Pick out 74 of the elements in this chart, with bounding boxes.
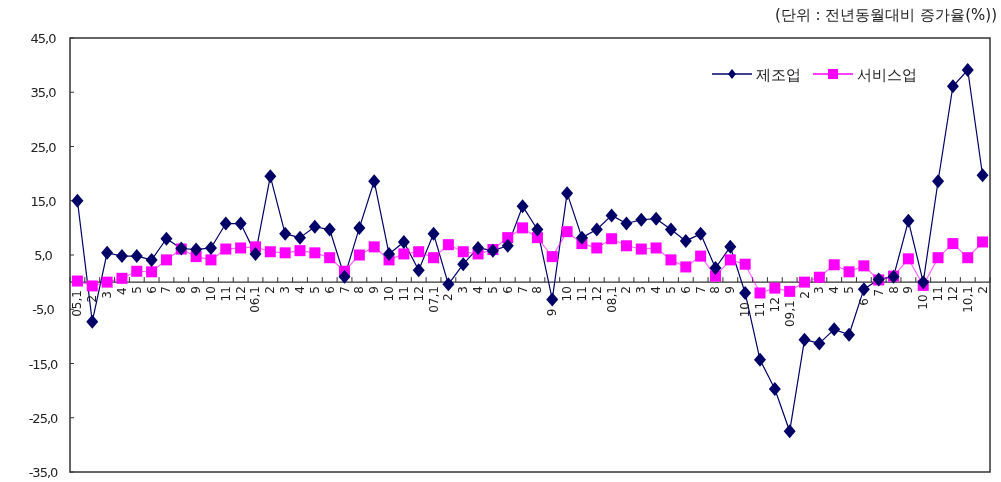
y-tick-label: -15,0: [28, 356, 59, 372]
x-tick-label: 10: [203, 286, 218, 302]
x-tick-label: 4: [649, 286, 664, 294]
x-tick-label: 08,1: [604, 286, 619, 313]
x-tick-label: 7: [515, 286, 530, 294]
x-tick-label: 6: [678, 286, 693, 294]
x-tick-label: 12: [589, 286, 604, 302]
x-tick-label: 8: [708, 286, 723, 294]
x-tick-label: 2: [619, 286, 634, 294]
x-tick-label: 8: [886, 286, 901, 294]
x-tick-label: 12: [945, 286, 960, 302]
x-tick-label: 3: [100, 291, 115, 299]
x-tick-label: 2: [975, 286, 990, 294]
x-tick-label: 2: [85, 294, 100, 303]
x-tick-label: 11: [574, 286, 589, 302]
x-tick-label: 7: [871, 288, 886, 297]
y-tick-label: -5,0: [32, 302, 55, 318]
legend-label: 제조업: [756, 66, 801, 84]
x-tick-label: 09,1: [782, 300, 797, 328]
x-tick-label: 6: [322, 286, 337, 294]
x-tick-label: 5: [842, 286, 857, 294]
x-tick-label: 7: [159, 286, 174, 294]
x-tick-label: 3: [278, 286, 293, 294]
x-tick-label: 10,1: [960, 286, 975, 313]
x-tick-label: 11: [218, 286, 233, 302]
x-tick-label: 10: [738, 301, 753, 318]
x-tick-label: 5: [663, 286, 678, 294]
x-tick-label: 12: [767, 297, 782, 313]
x-tick-label: 11: [753, 301, 767, 318]
x-tick-label: 05,1: [70, 290, 85, 317]
x-tick-label: 9: [901, 286, 916, 294]
x-tick-label: 4: [471, 286, 486, 294]
x-tick-label: 3: [456, 286, 471, 294]
x-tick-label: 5: [129, 286, 144, 294]
text: (단위 : 전년동월대비 증가율(%)): [774, 6, 997, 24]
legend-label: 서비스업: [857, 66, 917, 84]
x-tick-label: 6: [856, 298, 871, 306]
x-tick-label: 12: [411, 286, 426, 302]
x-tick-label: 6: [144, 286, 159, 294]
x-tick-label: 3: [634, 286, 649, 294]
y-tick-label: 45,0: [30, 31, 57, 46]
x-tick-label: 9: [189, 286, 204, 294]
y-tick-label: 25,0: [30, 139, 57, 155]
x-tick-label: 4: [827, 286, 842, 294]
x-tick-label: 07,1: [426, 286, 441, 313]
x-tick-label: 9: [367, 286, 382, 294]
x-tick-label: 11: [931, 286, 946, 302]
x-tick-label: 8: [530, 286, 545, 294]
x-tick-label: 9: [723, 286, 738, 294]
x-tick-label: 3: [812, 286, 827, 294]
x-tick-label: 10: [382, 286, 397, 302]
x-tick-label: 5: [307, 286, 322, 294]
x-tick-label: 4: [293, 286, 307, 294]
x-tick-label: 8: [174, 286, 189, 294]
x-tick-label: 4: [114, 287, 129, 295]
x-tick-label: 7: [693, 286, 708, 294]
x-tick-label: 7: [337, 286, 352, 294]
x-tick-label: 11: [396, 286, 411, 302]
x-tick-label: 12: [233, 286, 248, 302]
x-tick-label: 9: [545, 308, 560, 317]
y-tick-label: -35,0: [28, 465, 59, 480]
x-tick-label: 5: [485, 286, 500, 294]
y-tick-label: 5,0: [34, 248, 53, 263]
x-tick-label: 06,1: [248, 286, 263, 313]
x-tick-label: 10: [916, 294, 931, 310]
x-tick-label: 2: [263, 286, 278, 294]
y-tick-label: 15,0: [30, 193, 57, 209]
x-tick-label: 2: [797, 291, 812, 299]
x-tick-label: 10: [560, 286, 575, 302]
x-tick-label: 6: [500, 286, 515, 294]
x-tick-label: 2: [441, 293, 456, 301]
x-tick-label: 8: [352, 286, 367, 294]
y-tick-label: 35,0: [30, 85, 57, 101]
y-tick-label: -25,0: [28, 410, 59, 426]
